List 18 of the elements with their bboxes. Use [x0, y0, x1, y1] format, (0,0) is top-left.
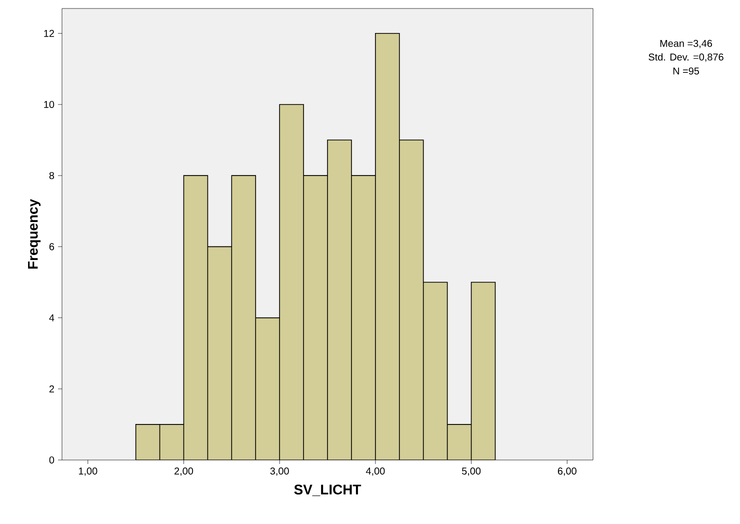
y-tick-label: 10 [44, 100, 54, 108]
x-tick-label: 2,00 [174, 468, 194, 476]
x-tick-label: 6,00 [558, 468, 576, 476]
y-tick-label: 4 [49, 314, 54, 322]
y-tick-label: 8 [49, 172, 54, 180]
text: N =95 [673, 67, 700, 75]
x-tick-label: 4,00 [366, 468, 385, 476]
text: Std. Dev. =0,876 [648, 53, 724, 62]
y-tick-label: 2 [49, 385, 54, 392]
x-axis-title: SV_LICHT [294, 484, 362, 496]
y-axis-title: Frequency [28, 199, 41, 269]
x-tick-label: 1,00 [78, 468, 98, 476]
x-tick-label: 3,00 [270, 468, 289, 476]
x-tick-label: 5,00 [462, 468, 481, 476]
text: Mean =3,46 [660, 40, 712, 48]
y-tick-label: 0 [49, 456, 54, 464]
y-tick-label: 6 [49, 243, 54, 250]
y-tick-label: 12 [44, 30, 54, 37]
